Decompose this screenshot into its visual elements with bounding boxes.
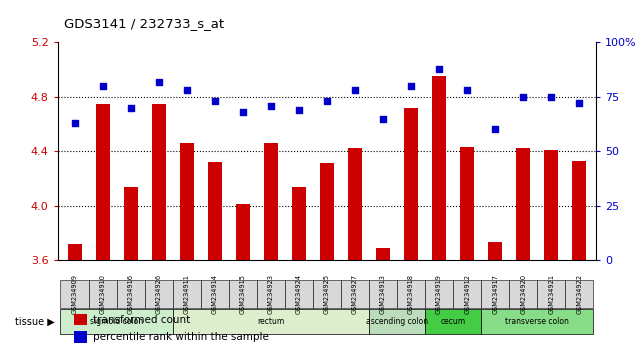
Bar [74,331,87,343]
Bar [179,143,194,260]
Bar [152,104,165,260]
Text: GSM234920: GSM234920 [520,274,526,314]
Bar [313,280,341,308]
Bar [74,314,87,325]
Bar [117,280,145,308]
Text: GSM234909: GSM234909 [72,274,78,314]
Bar [96,104,110,260]
Bar [376,248,390,260]
Bar [292,187,306,260]
Bar [172,280,201,308]
Text: GSM234927: GSM234927 [352,274,358,314]
Point [574,101,585,106]
Bar [348,148,362,260]
Bar [481,309,594,334]
Text: transverse colon: transverse colon [505,317,569,326]
Bar [264,143,278,260]
Text: GSM234924: GSM234924 [296,274,302,314]
Text: GSM234917: GSM234917 [492,274,498,314]
Bar [229,280,257,308]
Text: GSM234914: GSM234914 [212,274,218,314]
Point [181,87,192,93]
Bar [285,280,313,308]
Bar [341,280,369,308]
Text: GDS3141 / 232733_s_at: GDS3141 / 232733_s_at [64,17,224,30]
Text: GSM234923: GSM234923 [268,274,274,314]
Bar [460,147,474,260]
Text: GSM234916: GSM234916 [128,274,133,314]
Text: GSM234918: GSM234918 [408,274,414,314]
Bar [565,280,594,308]
Point [322,98,332,104]
Point [490,127,501,132]
Bar [145,280,172,308]
Bar [488,242,502,260]
Point [434,66,444,72]
Bar [481,280,509,308]
Point [265,103,276,108]
Text: rectum: rectum [257,317,285,326]
Bar [432,76,446,260]
Bar [60,309,172,334]
Text: sigmoid colon: sigmoid colon [90,317,143,326]
Text: GSM234921: GSM234921 [548,274,554,314]
Text: transformed count: transformed count [93,314,190,325]
Text: GSM234913: GSM234913 [380,274,386,314]
Text: GSM234925: GSM234925 [324,274,330,314]
Text: ascending colon: ascending colon [366,317,428,326]
Point [350,87,360,93]
Point [462,87,472,93]
Text: GSM234915: GSM234915 [240,274,246,314]
Bar [320,164,334,260]
Point [126,105,136,110]
Text: GSM234912: GSM234912 [464,274,470,314]
Bar [537,280,565,308]
Text: percentile rank within the sample: percentile rank within the sample [93,332,269,342]
Point [238,109,248,115]
Bar [172,309,369,334]
Bar [369,280,397,308]
Bar [425,280,453,308]
Point [97,83,108,89]
Point [546,94,556,100]
Point [153,79,163,85]
Bar [425,309,481,334]
Bar [397,280,425,308]
Bar [208,162,222,260]
Bar [404,108,418,260]
Bar [516,148,530,260]
Text: cecum: cecum [440,317,465,326]
Text: GSM234926: GSM234926 [156,274,162,314]
Point [294,107,304,113]
Bar [509,280,537,308]
Bar [67,244,81,260]
Bar [453,280,481,308]
Text: tissue ▶: tissue ▶ [15,316,55,327]
Bar [124,187,138,260]
Bar [544,150,558,260]
Point [406,83,416,89]
Point [518,94,528,100]
Bar [369,309,425,334]
Text: GSM234911: GSM234911 [184,274,190,314]
Point [378,116,388,121]
Bar [88,280,117,308]
Bar [60,280,88,308]
Text: GSM234910: GSM234910 [99,274,106,314]
Bar [236,204,250,260]
Bar [201,280,229,308]
Bar [572,161,587,260]
Point [69,120,79,126]
Point [210,98,220,104]
Bar [257,280,285,308]
Text: GSM234919: GSM234919 [436,274,442,314]
Text: GSM234922: GSM234922 [576,274,582,314]
